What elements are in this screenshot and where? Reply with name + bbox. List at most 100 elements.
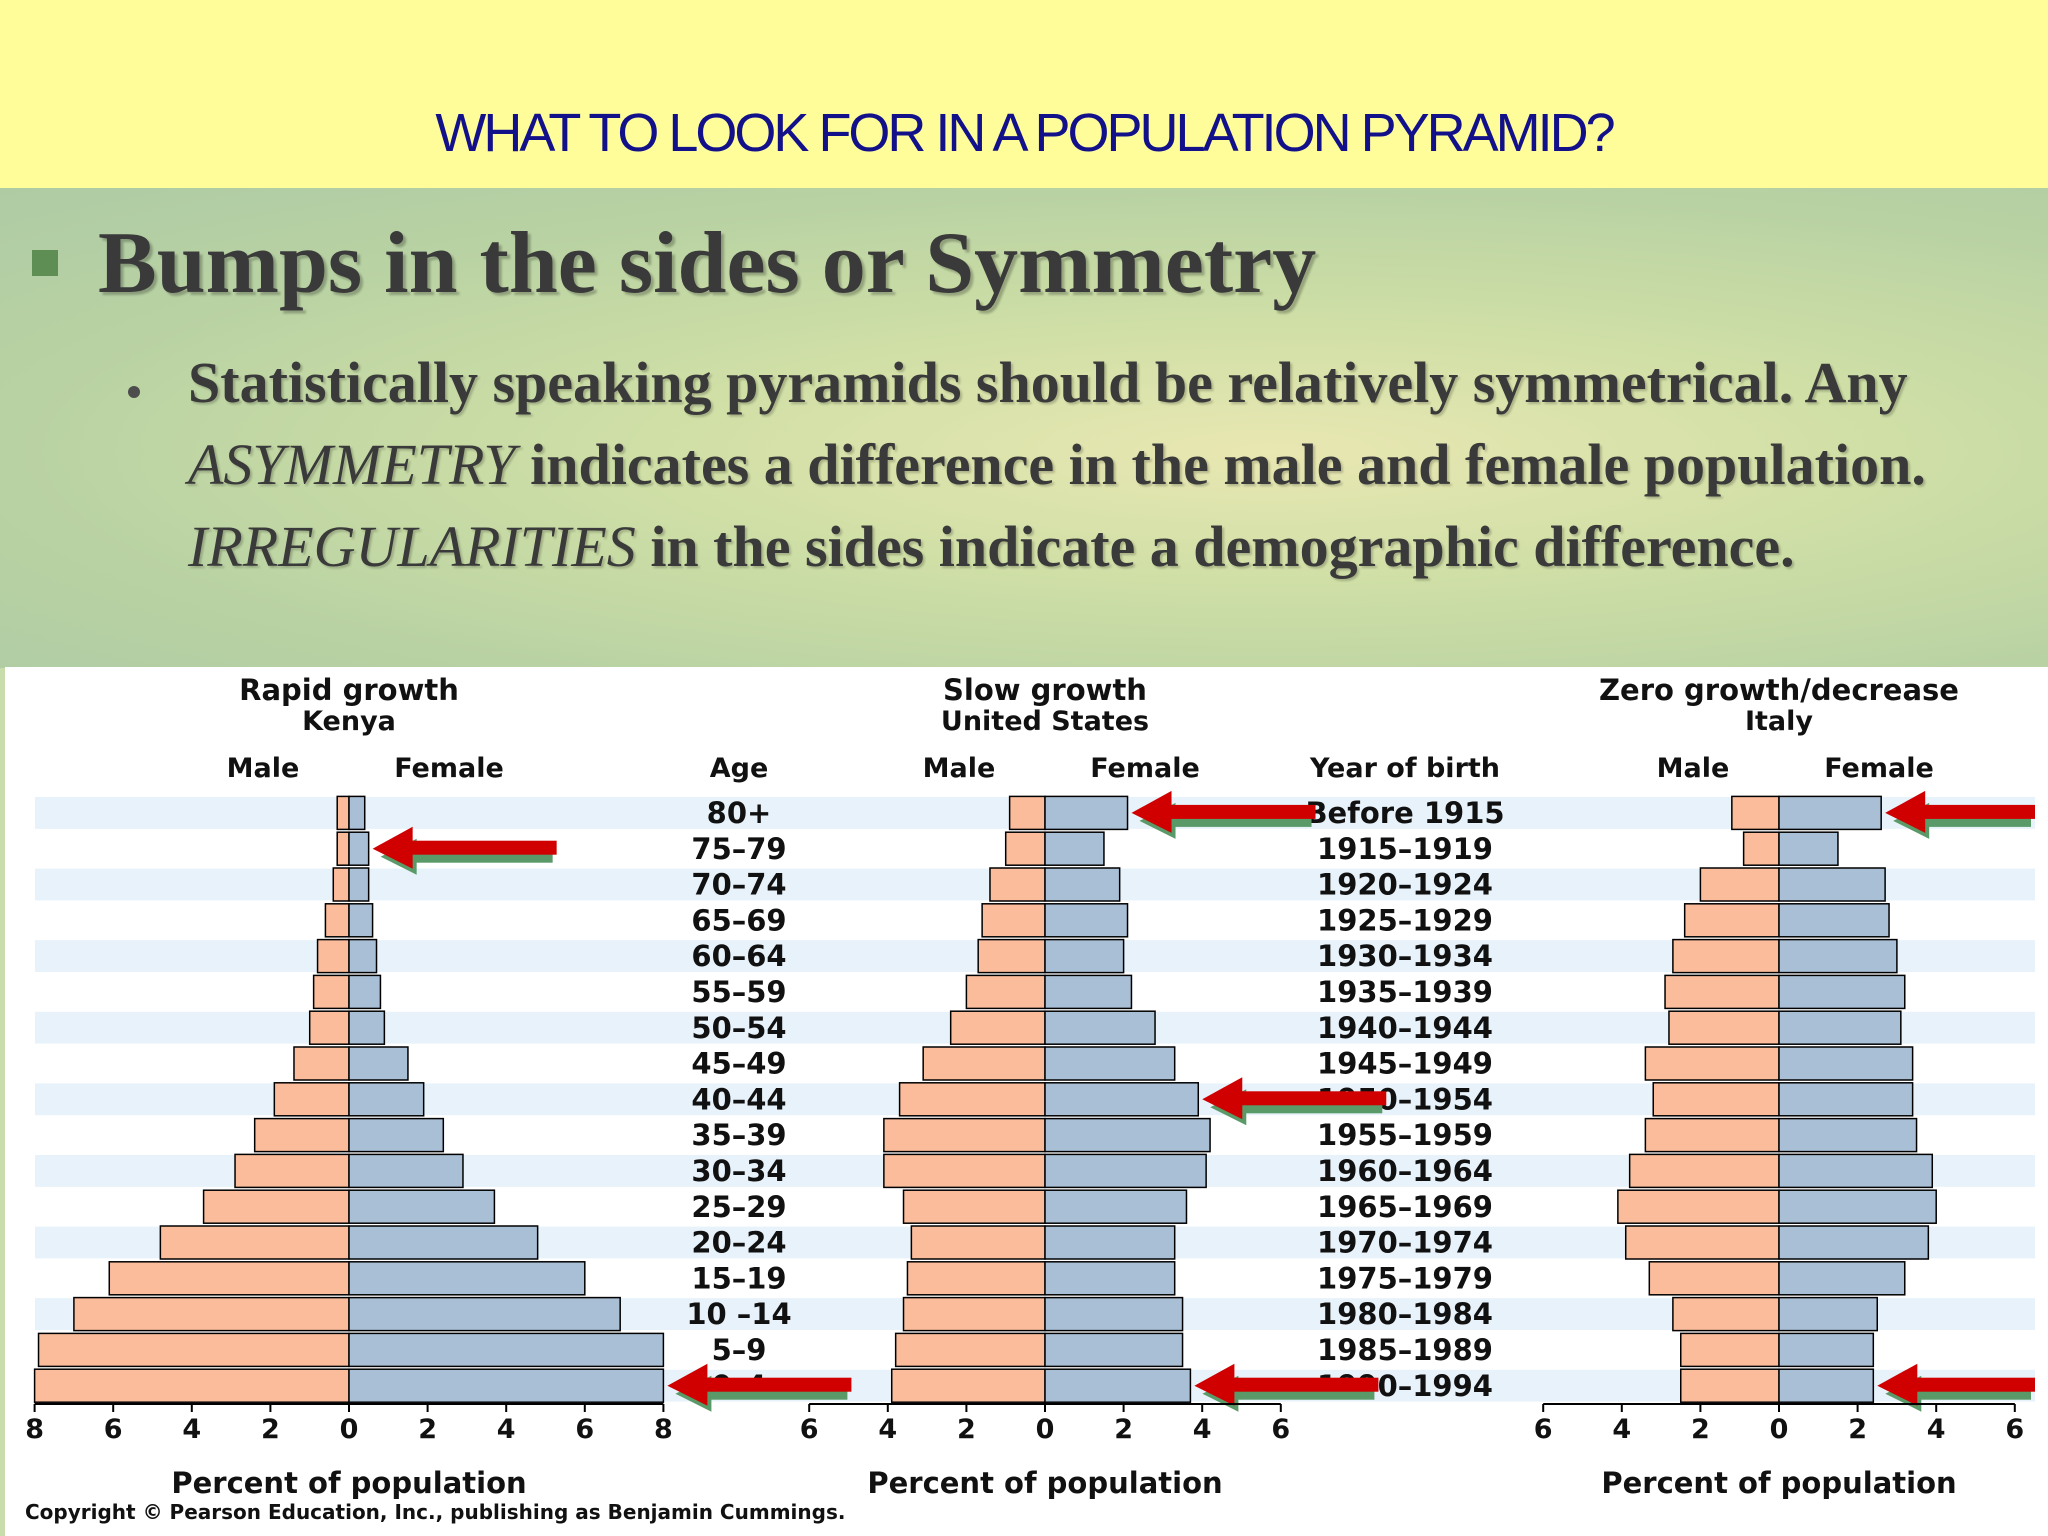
female-bar (348, 831, 370, 866)
male-bar (308, 1010, 350, 1045)
male-bar (1699, 867, 1780, 902)
female-bar (1044, 903, 1129, 938)
year-label: 1960–1964 (1317, 1154, 1493, 1188)
x-tick-label: 4 (182, 1414, 201, 1445)
year-label: 1945–1949 (1317, 1047, 1493, 1081)
age-header: Age (710, 753, 769, 784)
male-bar (1652, 1082, 1780, 1117)
male-bar (33, 1368, 350, 1403)
pyramid-country: Kenya (302, 706, 396, 737)
year-label: 1940–1944 (1317, 1011, 1493, 1045)
male-bar (898, 1082, 1046, 1117)
age-label: 30–34 (691, 1154, 786, 1188)
x-tick-label: 2 (1691, 1414, 1710, 1445)
x-tick-label: 0 (1036, 1414, 1055, 1445)
male-bar (234, 1153, 350, 1189)
body-emphasis-irregularities: IRREGULARITIES (188, 514, 636, 579)
body-text-part: in the sides indicate a demographic diff… (635, 514, 1795, 579)
female-bar (1778, 795, 1882, 831)
x-tick-label: 8 (25, 1414, 44, 1445)
female-bar (348, 1010, 386, 1045)
male-bar (894, 1332, 1046, 1368)
x-tick-label: 6 (2005, 1414, 2024, 1445)
female-bar (1044, 1117, 1211, 1153)
female-bar (348, 938, 378, 974)
male-bar (332, 867, 350, 902)
age-label: 35–39 (691, 1118, 786, 1152)
pyramid-title: Zero growth/decrease (1599, 673, 1959, 707)
red-arrow-icon (1131, 790, 1316, 833)
slide-heading: Bumps in the sides or Symmetry (98, 215, 1317, 312)
female-bar (348, 1261, 586, 1296)
age-label: 15–19 (691, 1261, 786, 1295)
male-bar (989, 867, 1046, 902)
age-label: 40–44 (691, 1082, 786, 1116)
year-label: 1935–1939 (1317, 975, 1493, 1009)
female-bar (1044, 1010, 1156, 1045)
red-arrow-icon (667, 1363, 852, 1406)
male-bar (906, 1261, 1046, 1296)
copyright-text: Copyright © Pearson Education, Inc., pub… (25, 1500, 845, 1524)
year-label: 1970–1974 (1317, 1226, 1493, 1260)
age-label: 65–69 (691, 903, 786, 937)
body-text-part: Statistically speaking pyramids should b… (188, 350, 1908, 415)
age-label: 60–64 (691, 939, 786, 973)
female-bar (348, 1189, 496, 1224)
population-pyramids-chart: Age Year of birth80+75–7970–7465–6960–645… (25, 673, 2035, 1524)
male-bar (1644, 1117, 1780, 1153)
x-tick-label: 2 (418, 1414, 437, 1445)
x-tick-label: 6 (1534, 1414, 1553, 1445)
female-bar (1044, 1332, 1184, 1368)
x-tick-label: 2 (1114, 1414, 1133, 1445)
red-arrow-icon (1885, 790, 2035, 833)
male-bar (977, 938, 1046, 974)
red-arrow-icon (372, 826, 557, 869)
female-bar (1778, 938, 1898, 974)
male-bar (159, 1225, 350, 1260)
red-arrow-icon (1202, 1077, 1387, 1120)
male-bar (1617, 1189, 1780, 1224)
bullet-dot-icon (128, 386, 140, 398)
female-bar (1778, 1117, 1918, 1153)
female-bar (1778, 1296, 1878, 1332)
male-bar (910, 1225, 1046, 1260)
female-bar (348, 795, 366, 831)
male-bar (316, 938, 350, 974)
male-bar (108, 1261, 350, 1296)
male-bar (1672, 1296, 1780, 1332)
male-bar (1668, 1010, 1780, 1045)
age-label: 70–74 (691, 868, 786, 902)
female-bar (1044, 1296, 1184, 1332)
male-bar (1664, 974, 1780, 1010)
female-header: Female (1824, 753, 1934, 784)
female-bar (348, 1046, 409, 1081)
male-bar (1008, 795, 1046, 831)
x-tick-label: 4 (1193, 1414, 1212, 1445)
female-bar (348, 1296, 621, 1332)
body-text-part: indicates a difference in the male and f… (515, 432, 1926, 497)
female-bar (348, 1225, 539, 1260)
female-bar (1044, 1082, 1200, 1117)
body-emphasis-asymmetry: ASYMMETRY (188, 432, 516, 497)
male-bar (1624, 1225, 1780, 1260)
male-bar (324, 903, 350, 938)
year-label: 1925–1929 (1317, 903, 1493, 937)
male-bar (890, 1368, 1046, 1403)
male-bar (1004, 831, 1046, 866)
title-band (0, 0, 2048, 188)
female-bar (1044, 1368, 1192, 1403)
female-bar (1778, 974, 1906, 1010)
x-axis-label: Percent of population (1601, 1466, 1956, 1500)
male-bar (949, 1010, 1046, 1045)
male-bar (902, 1189, 1046, 1224)
female-bar (348, 1082, 425, 1117)
female-bar (1044, 867, 1121, 902)
red-arrow-icon (1194, 1363, 1379, 1406)
female-bar (1778, 867, 1886, 902)
year-label: 1930–1934 (1317, 939, 1493, 973)
male-bar (202, 1189, 350, 1224)
male-bar (336, 795, 350, 831)
male-header: Male (923, 753, 996, 784)
female-bar (348, 974, 382, 1010)
pyramid-country: United States (941, 706, 1149, 737)
